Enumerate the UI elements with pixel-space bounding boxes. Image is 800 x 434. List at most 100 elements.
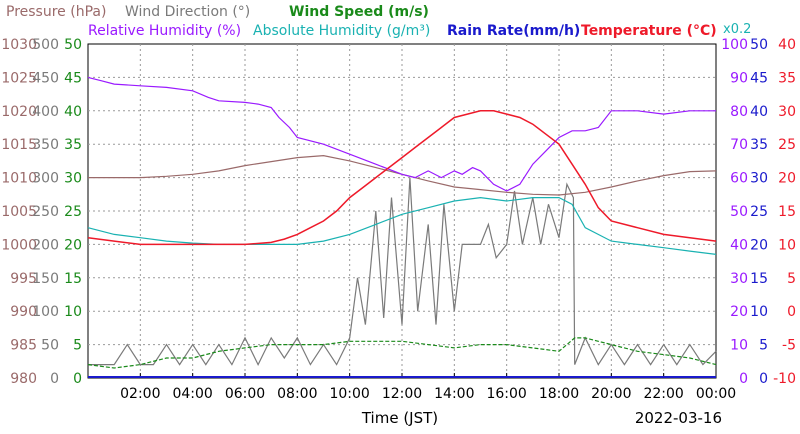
tick-label: 0 xyxy=(739,371,748,387)
legend-item: Wind Speed (m/s) xyxy=(289,4,429,20)
tick-label: 985 xyxy=(10,338,37,354)
tick-label: 70 xyxy=(730,137,748,153)
x-axis-label: Time (JST) xyxy=(361,409,438,427)
tick-label: 10 xyxy=(778,237,796,253)
x-tick-label: 10:00 xyxy=(329,386,369,402)
tick-label: 15 xyxy=(750,271,768,287)
tick-label: 20 xyxy=(64,237,82,253)
tick-label: 40 xyxy=(750,104,768,120)
tick-label: 1020 xyxy=(1,104,37,120)
plot-area xyxy=(87,76,717,369)
tick-label: -10 xyxy=(773,371,796,387)
legend-item: Pressure (hPa) xyxy=(6,4,106,20)
tick-label: 30 xyxy=(778,104,796,120)
tick-label: 300 xyxy=(32,171,59,187)
tick-label: 40 xyxy=(730,237,748,253)
tick-label: 50 xyxy=(41,338,59,354)
tick-label: 30 xyxy=(730,271,748,287)
tick-label: 90 xyxy=(730,70,748,86)
tick-label: 1025 xyxy=(1,70,37,86)
tick-label: 995 xyxy=(10,271,37,287)
tick-label: 0 xyxy=(787,304,796,320)
x-tick-label: 04:00 xyxy=(172,386,212,402)
legend-item: Relative Humidity (%) xyxy=(88,23,241,39)
legend-item: Rain Rate(mm/h) xyxy=(447,23,580,39)
tick-label: 15 xyxy=(778,204,796,220)
legend-item: Wind Direction (°) xyxy=(125,4,250,20)
x-axis: 02:00 04:00 06:00 08:00 10:00 12:00 14:00 16:00… xyxy=(88,373,736,402)
tick-label: 1000 xyxy=(1,237,37,253)
tick-label: 5 xyxy=(759,338,768,354)
tick-label: 10 xyxy=(64,304,82,320)
tick-label: 15 xyxy=(64,271,82,287)
tick-label: 45 xyxy=(64,70,82,86)
legend: Pressure (hPa) Wind Direction (°) Wind Spe… xyxy=(6,4,751,39)
wind-direction-series xyxy=(88,177,717,366)
tick-label: 1015 xyxy=(1,137,37,153)
x-tick-label: 20:00 xyxy=(591,386,631,402)
tick-label: 25 xyxy=(750,204,768,220)
abs-humidity-series xyxy=(87,196,717,255)
tick-label: 10 xyxy=(750,304,768,320)
humidity-series xyxy=(87,76,716,192)
tick-label: 10 xyxy=(730,338,748,354)
tick-label: -5 xyxy=(782,338,796,354)
tick-label: 30 xyxy=(750,171,768,187)
tick-label: 40 xyxy=(64,104,82,120)
tick-label: 250 xyxy=(32,204,59,220)
tick-label: 150 xyxy=(32,271,59,287)
right-axes: 0102030405060708090100051015202530354045… xyxy=(721,37,796,387)
tick-label: 0 xyxy=(50,371,59,387)
temperature-series xyxy=(87,110,717,246)
tick-label: 990 xyxy=(10,304,37,320)
rain-scale-note: x0.2 xyxy=(723,22,751,37)
tick-label: 200 xyxy=(32,237,59,253)
tick-label: 25 xyxy=(64,204,82,220)
tick-label: 100 xyxy=(721,37,748,53)
tick-label: 1005 xyxy=(1,204,37,220)
grid xyxy=(87,43,717,379)
tick-label: 50 xyxy=(730,204,748,220)
tick-label: 80 xyxy=(730,104,748,120)
tick-label: 0 xyxy=(759,371,768,387)
x-tick-label: 16:00 xyxy=(486,386,526,402)
x-tick-label: 06:00 xyxy=(225,386,265,402)
date-label: 2022-03-16 xyxy=(635,409,722,427)
tick-label: 1010 xyxy=(1,171,37,187)
x-tick-label: 22:00 xyxy=(643,386,683,402)
tick-label: 450 xyxy=(32,70,59,86)
tick-label: 40 xyxy=(778,37,796,53)
x-tick-label: 12:00 xyxy=(382,386,422,402)
tick-label: 60 xyxy=(730,171,748,187)
tick-label: 35 xyxy=(778,70,796,86)
x-tick-label: 18:00 xyxy=(539,386,579,402)
tick-label: 1030 xyxy=(1,37,37,53)
legend-item: Temperature (°C) xyxy=(581,23,717,39)
tick-label: 5 xyxy=(73,338,82,354)
x-tick-label: 02:00 xyxy=(120,386,160,402)
tick-label: 980 xyxy=(10,371,37,387)
tick-label: 20 xyxy=(778,171,796,187)
tick-label: 50 xyxy=(750,37,768,53)
tick-label: 350 xyxy=(32,137,59,153)
tick-label: 500 xyxy=(32,37,59,53)
x-tick-label: 00:00 xyxy=(696,386,736,402)
tick-label: 35 xyxy=(64,137,82,153)
tick-label: 400 xyxy=(32,104,59,120)
tick-label: 20 xyxy=(730,304,748,320)
tick-label: 45 xyxy=(750,70,768,86)
tick-label: 50 xyxy=(64,37,82,53)
tick-label: 35 xyxy=(750,137,768,153)
tick-label: 5 xyxy=(787,271,796,287)
legend-item: Absolute Humidity (g/m³) xyxy=(253,23,430,39)
tick-label: 0 xyxy=(73,371,82,387)
x-tick-label: 08:00 xyxy=(277,386,317,402)
tick-label: 100 xyxy=(32,304,59,320)
tick-label: 25 xyxy=(778,137,796,153)
tick-label: 20 xyxy=(750,237,768,253)
tick-label: 30 xyxy=(64,171,82,187)
wind-speed-series xyxy=(87,337,717,369)
x-tick-label: 14:00 xyxy=(434,386,474,402)
left-axes: 9809859909951000100510101015102010251030… xyxy=(1,37,82,387)
